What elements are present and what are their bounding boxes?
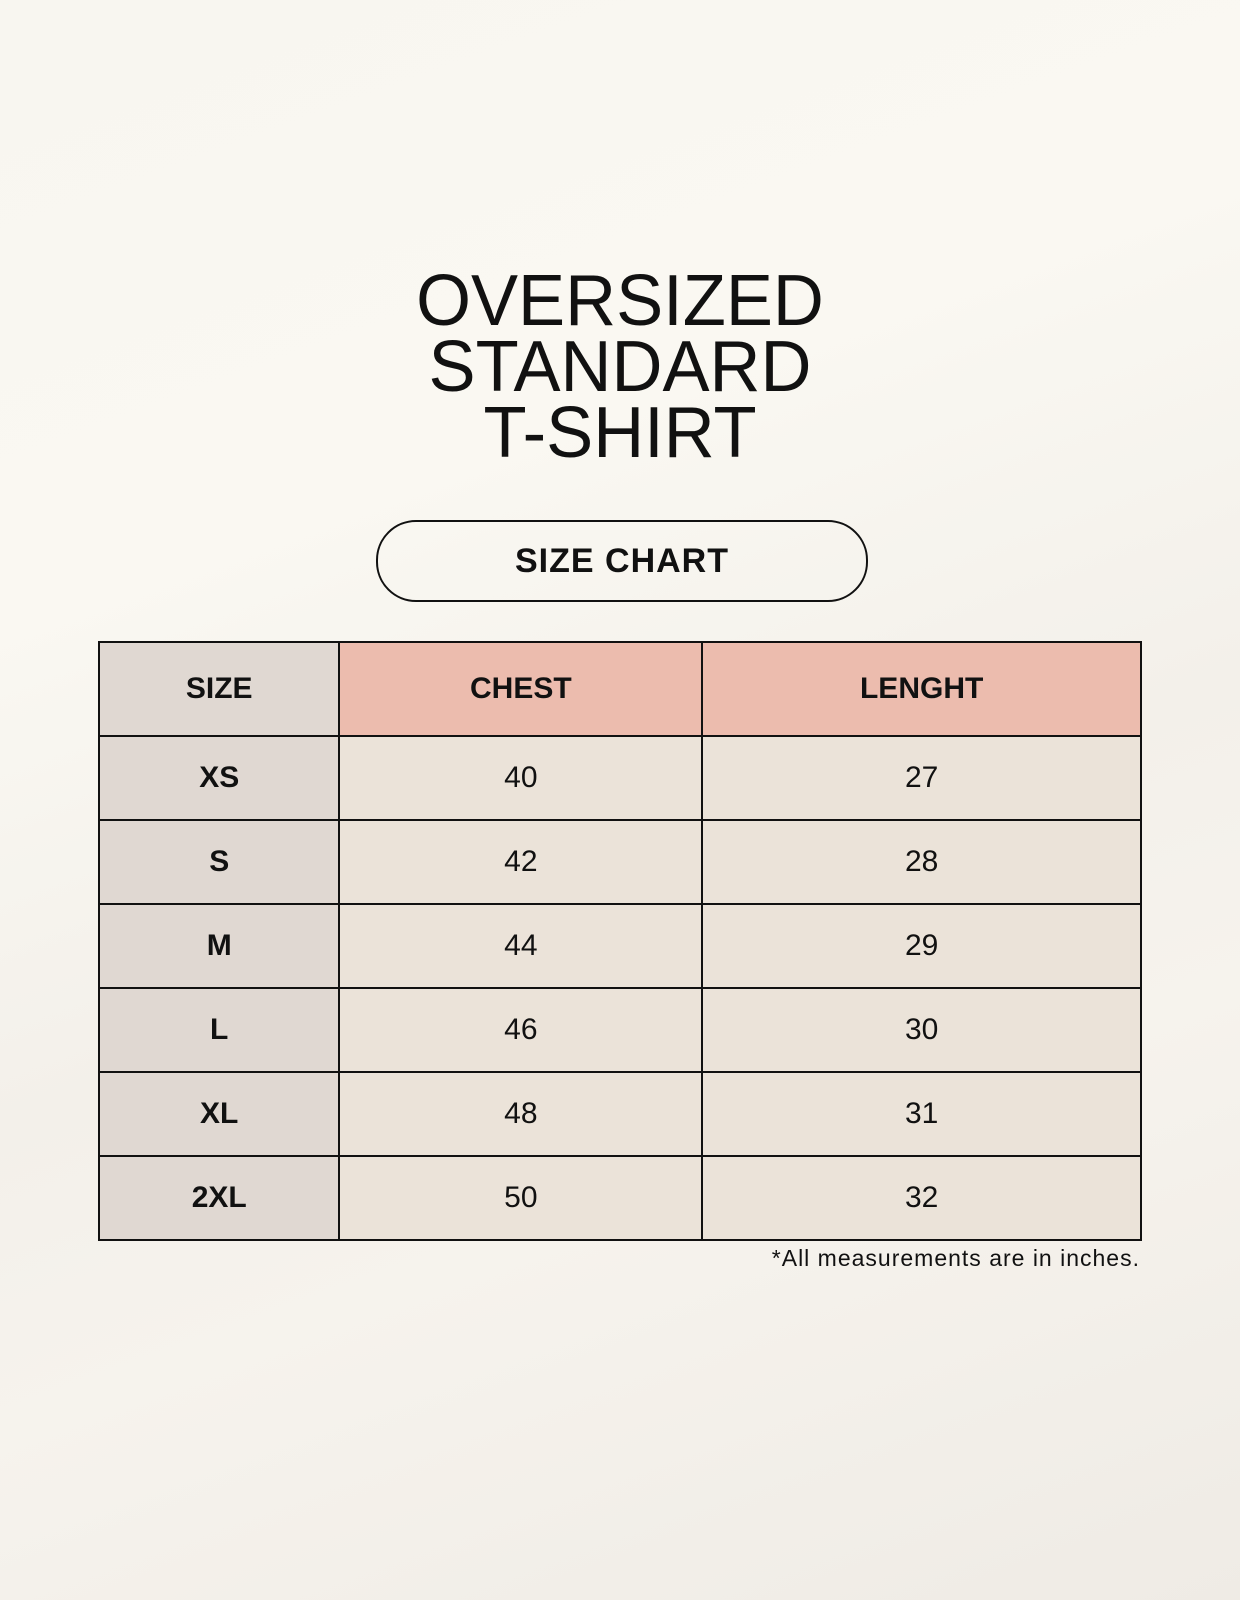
cell-size: M — [97, 903, 341, 989]
table-row: XL 48 31 — [97, 1071, 1142, 1157]
cell-length: 30 — [701, 987, 1142, 1073]
cell-length: 31 — [701, 1071, 1142, 1157]
cell-length: 28 — [701, 819, 1142, 905]
title-line: STANDARD — [428, 327, 812, 407]
cell-length: 27 — [701, 735, 1142, 821]
cell-chest: 48 — [338, 1071, 704, 1157]
header-chest: CHEST — [338, 641, 704, 737]
page-title: OVERSIZED STANDARD T-SHIRT — [0, 261, 1240, 473]
header-length: LENGHT — [701, 641, 1142, 737]
cell-size: 2XL — [97, 1155, 341, 1241]
cell-size: S — [97, 819, 341, 905]
table-row: L 46 30 — [97, 987, 1142, 1073]
table-row: XS 40 27 — [97, 735, 1142, 821]
footnote: *All measurements are in inches. — [771, 1245, 1140, 1271]
cell-chest: 44 — [338, 903, 704, 989]
cell-chest: 46 — [338, 987, 704, 1073]
cell-length: 32 — [701, 1155, 1142, 1241]
cell-chest: 50 — [338, 1155, 704, 1241]
header-size: SIZE — [97, 641, 341, 737]
cell-size: L — [97, 987, 341, 1073]
cell-chest: 40 — [338, 735, 704, 821]
cell-size: XS — [97, 735, 341, 821]
title-line: T-SHIRT — [483, 393, 757, 473]
size-chart-badge: SIZE CHART — [376, 520, 868, 602]
cell-length: 29 — [701, 903, 1142, 989]
title-line: OVERSIZED — [416, 261, 824, 341]
table-row: 2XL 50 32 — [97, 1155, 1142, 1241]
cell-size: XL — [97, 1071, 341, 1157]
size-table: SIZE CHEST LENGHT XS 40 27 S 42 28 M 44 29 L 46 30 X… — [97, 641, 1142, 1241]
table-row: S 42 28 — [97, 819, 1142, 905]
table-row: M 44 29 — [97, 903, 1142, 989]
table-header-row: SIZE CHEST LENGHT — [97, 641, 1142, 737]
cell-chest: 42 — [338, 819, 704, 905]
